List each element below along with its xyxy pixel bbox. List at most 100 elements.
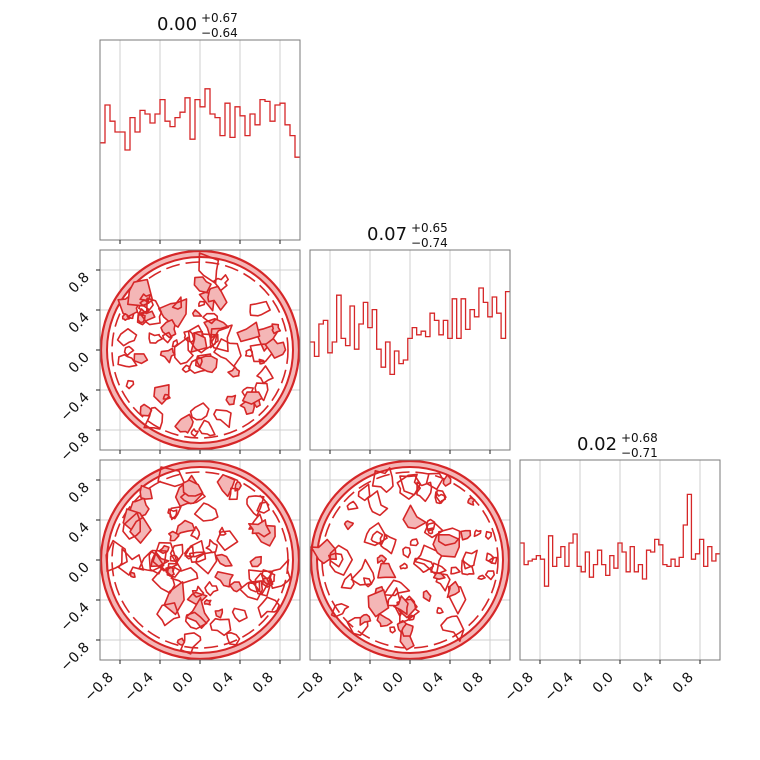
contour-blob (180, 632, 202, 655)
contour-blob (198, 300, 206, 307)
title-2-value: 0.02 (577, 434, 617, 455)
contour-blob (363, 522, 388, 547)
contour-blob (427, 527, 434, 535)
contour-blob (350, 558, 375, 586)
contour-blob (123, 345, 135, 357)
contour-blob (188, 551, 207, 563)
contour-blob (423, 521, 444, 539)
contour-blob (214, 571, 234, 588)
contour-blob (117, 548, 145, 576)
contour-blob (167, 508, 178, 521)
contour-blob (383, 579, 411, 597)
contour-blob (248, 569, 273, 595)
contour-blob (248, 519, 271, 538)
contour-blob (176, 637, 186, 646)
contour-inner-ring (316, 466, 504, 654)
contour-blob (173, 336, 194, 365)
contour-blob (139, 293, 151, 303)
contour-blob (174, 519, 196, 538)
contour-blob (437, 527, 461, 547)
histogram-panel-0 (99, 39, 301, 244)
y-tick-label: 0.8 (66, 270, 93, 297)
histogram-step-line (520, 493, 720, 587)
contour-blob (214, 608, 224, 619)
contour-blob (473, 529, 482, 538)
contour-blob (152, 541, 179, 572)
y-tick-label: −0.4 (57, 389, 92, 424)
contour-blob (187, 324, 218, 354)
contour-blob (241, 391, 263, 405)
title-2-plus: +0.68 (621, 431, 658, 445)
contour-blob (157, 466, 186, 488)
contour-blob (160, 319, 177, 339)
contour-blob (198, 419, 216, 437)
contour-blob (139, 403, 153, 417)
contour-blob (328, 552, 344, 568)
contour-blob (162, 393, 171, 400)
y-tick-label: 0.4 (66, 309, 93, 336)
contour-blob (450, 566, 461, 575)
x-tick-label: −0.4 (121, 669, 156, 704)
contour-blob (393, 595, 409, 616)
contour-blob (204, 581, 219, 597)
contour-blob (376, 554, 387, 564)
contour-blob (216, 473, 236, 498)
contour-blob (166, 562, 182, 578)
contour-blob (236, 321, 261, 343)
contour-blob (139, 297, 163, 326)
histogram-step-line (100, 88, 300, 158)
x-tick-label: 0.4 (630, 669, 657, 696)
contour-blob (249, 555, 262, 568)
contour-blob (105, 539, 128, 573)
x-tick-label: 0.8 (250, 670, 277, 697)
contour-blob (213, 409, 232, 429)
contour-blob (121, 313, 130, 321)
contour-blob (413, 557, 435, 573)
contour-blob (330, 603, 350, 618)
contour-blob (203, 599, 212, 606)
contour-blob (402, 546, 412, 559)
contour-blob (432, 572, 446, 580)
contour-blob (340, 573, 355, 590)
x-tick-label: −0.8 (81, 670, 116, 705)
contour-blob (346, 500, 359, 511)
contour-blob (171, 339, 179, 348)
contour-blob (254, 572, 271, 597)
title-1-plus: +0.65 (411, 221, 448, 235)
contour-blob (192, 309, 203, 317)
y-tick-label: 0.4 (66, 519, 93, 546)
contour-blob (189, 402, 210, 421)
title-0-value: 0.00 (157, 14, 197, 35)
contour-blob (462, 549, 478, 570)
contour-blob (401, 623, 414, 637)
contour-blob (399, 562, 408, 570)
contour-blob (156, 602, 181, 627)
contour-blob (231, 607, 248, 623)
contour-blob (162, 331, 173, 344)
joint-panel-1-2: −0.8 −0.4 0.0 0.4 0.8 (291, 459, 511, 705)
contour-blob (370, 530, 384, 546)
contour-blob (357, 483, 371, 502)
contour-blob (247, 580, 261, 593)
contour-blob (436, 606, 444, 615)
x-tick-label: −0.4 (331, 669, 366, 704)
contour-blob (125, 379, 135, 390)
contour-blob (271, 323, 282, 335)
contour-blob (225, 632, 241, 646)
y-tick-label: −0.8 (57, 430, 92, 465)
contour-blob (477, 574, 486, 580)
histogram-panel-2: −0.8 −0.4 0.0 0.4 0.8 (501, 459, 721, 705)
contour-blob (195, 356, 203, 368)
contour-ring (111, 261, 289, 439)
contour-blob (409, 538, 419, 547)
contour-blob (376, 613, 393, 628)
title-0-minus: −0.64 (201, 26, 238, 40)
contour-blob (193, 276, 212, 294)
contour-blob (216, 530, 239, 552)
contour-blob (257, 596, 280, 619)
contour-blob (343, 520, 354, 531)
title-0-plus: +0.67 (201, 11, 238, 25)
contour-blob (116, 328, 138, 347)
contour-blob (460, 529, 472, 541)
